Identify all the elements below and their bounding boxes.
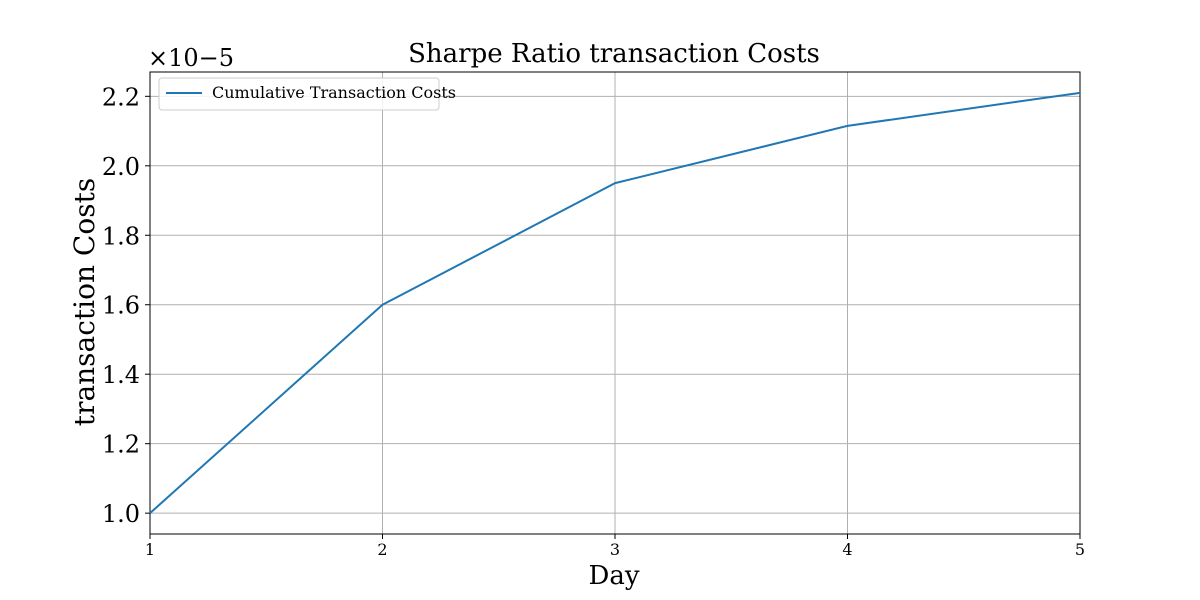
- x-tick-label: 2: [377, 540, 387, 559]
- y-tick-label: 1.6: [102, 292, 140, 320]
- x-tick-label: 1: [145, 540, 155, 559]
- legend-label: Cumulative Transaction Costs: [212, 83, 456, 102]
- y-tick-label: 1.2: [102, 431, 140, 459]
- legend-box: [158, 77, 440, 111]
- y-tick-label: 1.8: [102, 222, 140, 250]
- x-tick-label: 4: [842, 540, 852, 559]
- legend: Cumulative Transaction Costs: [158, 77, 456, 111]
- x-axis-title: Day: [588, 561, 639, 591]
- x-axis-ticks: 1 2 3 4 5: [145, 534, 1085, 559]
- y-tick-label: 2.0: [102, 153, 140, 181]
- y-tick-label: 1.0: [102, 500, 140, 528]
- y-axis-scale-label: ×10−5: [148, 44, 234, 72]
- chart-title: Sharpe Ratio transaction Costs: [408, 39, 820, 69]
- grid-lines: [149, 72, 1081, 534]
- series-layer: [149, 91, 1081, 514]
- y-tick-label: 2.2: [102, 83, 140, 111]
- y-tick-label: 1.4: [102, 361, 140, 389]
- series-line-0: [149, 91, 1081, 514]
- x-tick-label: 5: [1075, 540, 1085, 559]
- x-tick-label: 3: [610, 540, 620, 559]
- y-axis-title: transaction Costs: [68, 178, 101, 426]
- y-axis-ticks: 1.0 1.2 1.4 1.6 1.8 2.0 2.2: [102, 83, 150, 528]
